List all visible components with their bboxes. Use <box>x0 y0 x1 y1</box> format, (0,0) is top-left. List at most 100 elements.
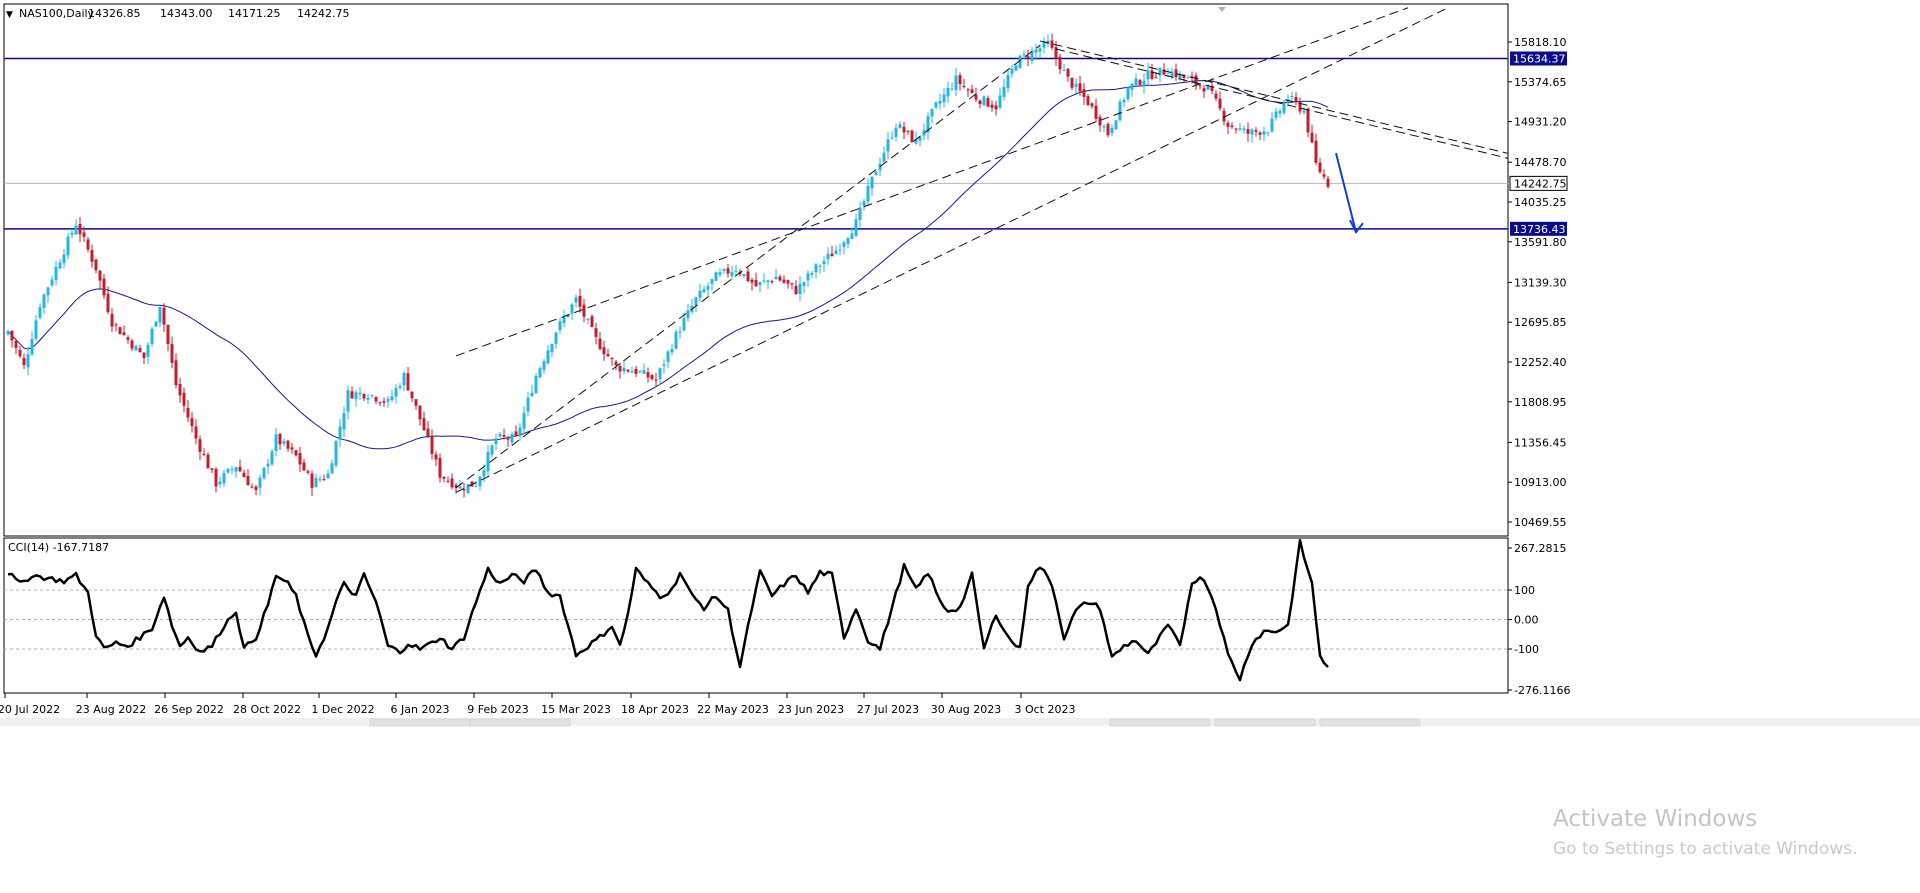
candle[interactable] <box>442 476 446 483</box>
candle[interactable] <box>82 226 86 243</box>
candle[interactable] <box>754 272 758 288</box>
candle[interactable] <box>834 245 838 255</box>
candle[interactable] <box>26 346 30 376</box>
candle[interactable] <box>974 87 978 102</box>
candle[interactable] <box>522 406 526 435</box>
candle[interactable] <box>266 458 270 475</box>
candle[interactable] <box>634 366 638 378</box>
candle[interactable] <box>114 322 118 332</box>
candle[interactable] <box>174 353 178 389</box>
candle[interactable] <box>1042 37 1046 54</box>
candle[interactable] <box>130 338 134 351</box>
candle[interactable] <box>546 344 550 365</box>
candle[interactable] <box>478 476 482 491</box>
candle[interactable] <box>366 393 370 405</box>
candle[interactable] <box>1214 90 1218 102</box>
candle[interactable] <box>166 324 170 352</box>
candle[interactable] <box>302 458 306 472</box>
candle[interactable] <box>510 431 514 445</box>
candle[interactable] <box>1282 99 1286 115</box>
candle[interactable] <box>1294 92 1298 106</box>
candle[interactable] <box>810 271 814 279</box>
candle[interactable] <box>742 273 746 278</box>
candle[interactable] <box>238 459 242 473</box>
candle[interactable] <box>698 284 702 302</box>
candle[interactable] <box>1078 75 1082 96</box>
candle[interactable] <box>734 265 738 277</box>
candle[interactable] <box>862 199 866 211</box>
candle[interactable] <box>758 281 762 293</box>
candle[interactable] <box>90 244 94 268</box>
candle[interactable] <box>950 82 954 91</box>
candle[interactable] <box>762 273 766 284</box>
candle[interactable] <box>354 389 358 407</box>
candle[interactable] <box>502 428 506 440</box>
candle[interactable] <box>106 286 110 315</box>
candle[interactable] <box>878 157 882 176</box>
candle[interactable] <box>214 467 218 493</box>
candle[interactable] <box>618 362 622 379</box>
candle[interactable] <box>358 387 362 400</box>
candle[interactable] <box>910 129 914 143</box>
candle[interactable] <box>1206 84 1210 91</box>
candle[interactable] <box>226 468 230 474</box>
candle[interactable] <box>418 405 422 426</box>
candle[interactable] <box>1302 106 1306 115</box>
candle[interactable] <box>18 346 22 359</box>
candle[interactable] <box>1134 73 1138 88</box>
candle[interactable] <box>170 336 174 369</box>
candle[interactable] <box>386 395 390 408</box>
candle[interactable] <box>1314 133 1318 166</box>
candle[interactable] <box>550 343 554 357</box>
candle[interactable] <box>662 359 666 374</box>
candle[interactable] <box>1194 72 1198 91</box>
candle[interactable] <box>362 393 366 402</box>
candle[interactable] <box>338 418 342 448</box>
candle[interactable] <box>658 367 662 385</box>
candle[interactable] <box>946 81 950 103</box>
candle[interactable] <box>694 296 698 313</box>
candle[interactable] <box>682 312 686 332</box>
candle[interactable] <box>1210 78 1214 94</box>
candle[interactable] <box>1274 107 1278 121</box>
candle[interactable] <box>538 366 542 379</box>
candle[interactable] <box>1174 63 1178 81</box>
candle[interactable] <box>570 302 574 320</box>
candle[interactable] <box>518 422 522 441</box>
candle[interactable] <box>258 474 262 496</box>
candle[interactable] <box>1162 63 1166 76</box>
candle[interactable] <box>426 421 430 438</box>
candle[interactable] <box>1326 175 1330 189</box>
candle[interactable] <box>826 247 830 266</box>
candle[interactable] <box>290 443 294 454</box>
candle[interactable] <box>14 338 18 355</box>
candle[interactable] <box>722 268 726 274</box>
candle[interactable] <box>450 473 454 490</box>
candle[interactable] <box>142 352 146 365</box>
candle[interactable] <box>602 340 606 361</box>
candle[interactable] <box>118 326 122 335</box>
candle[interactable] <box>278 432 282 451</box>
candle[interactable] <box>398 382 402 390</box>
candle[interactable] <box>666 350 670 369</box>
candle[interactable] <box>1050 33 1054 50</box>
candle[interactable] <box>730 265 734 281</box>
time-scale-segment[interactable] <box>1109 718 1211 727</box>
candle[interactable] <box>822 256 826 272</box>
candle[interactable] <box>806 270 810 287</box>
candle[interactable] <box>710 278 714 291</box>
candle[interactable] <box>334 440 338 468</box>
candle[interactable] <box>1254 127 1258 137</box>
candle[interactable] <box>250 483 254 489</box>
candle[interactable] <box>794 280 798 295</box>
candle[interactable] <box>986 95 990 108</box>
candle[interactable] <box>1014 64 1018 72</box>
candle[interactable] <box>294 449 298 457</box>
candle[interactable] <box>1046 34 1050 48</box>
candle[interactable] <box>1238 123 1242 132</box>
candle[interactable] <box>198 435 202 460</box>
candle[interactable] <box>46 286 50 303</box>
candle[interactable] <box>402 371 406 392</box>
candle[interactable] <box>1118 98 1122 122</box>
candle[interactable] <box>702 285 706 294</box>
